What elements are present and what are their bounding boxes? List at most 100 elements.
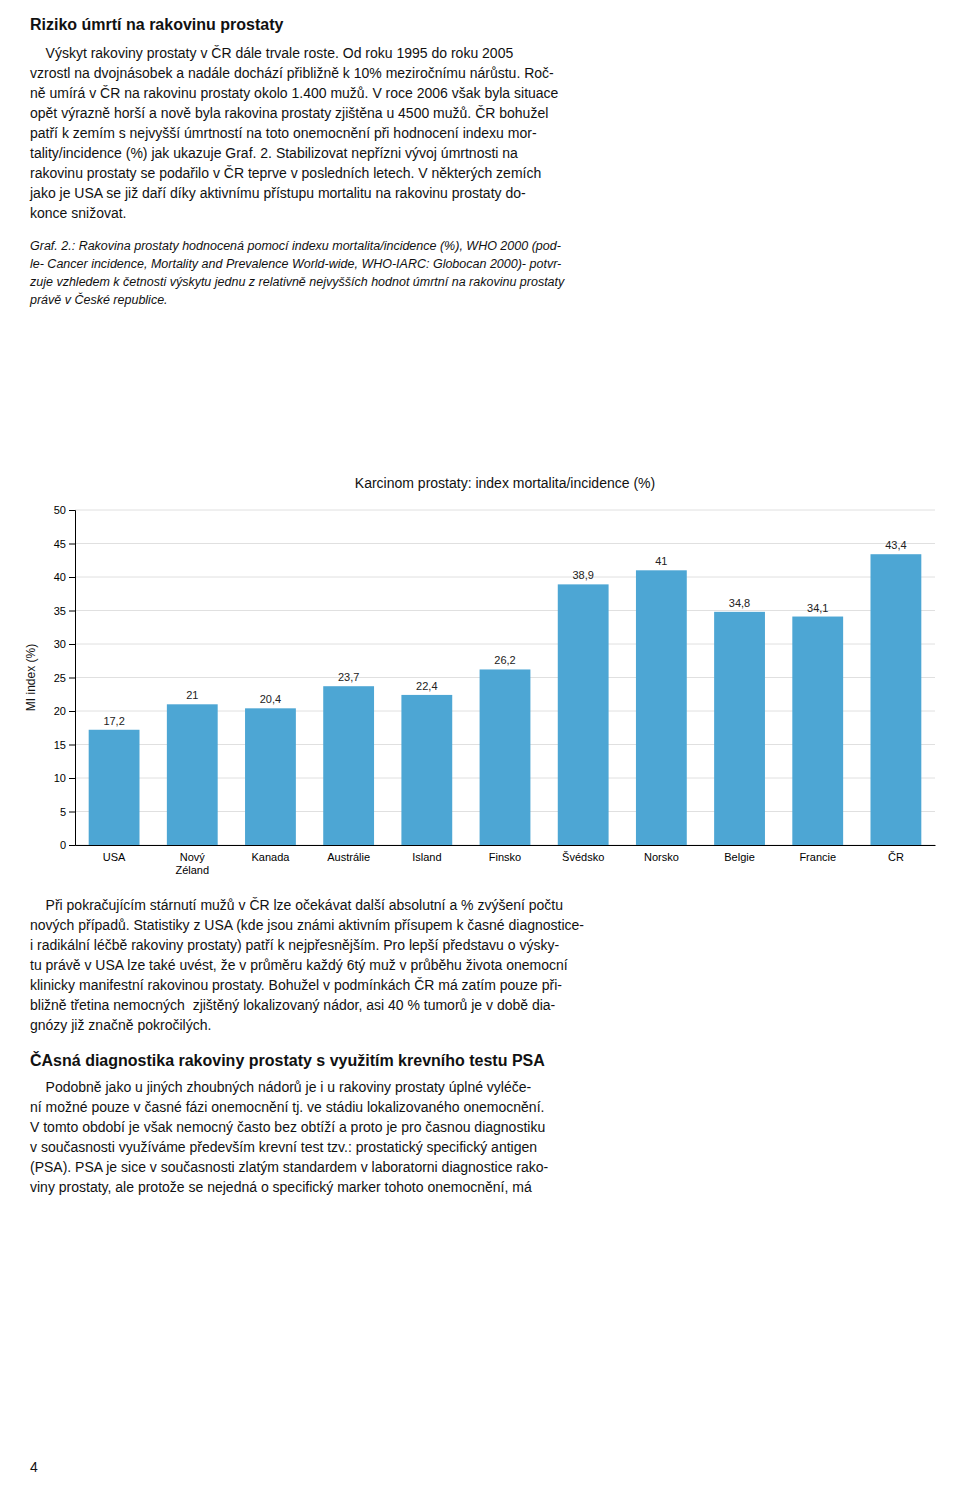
axis-line — [76, 845, 936, 846]
grid-line — [75, 543, 935, 544]
tick: 35 — [54, 605, 75, 617]
tick-mark — [69, 678, 75, 679]
tick-label: 0 — [60, 839, 66, 851]
tick-label-line: Belgie — [724, 851, 755, 863]
tick: USA — [103, 851, 126, 863]
tick-label: 20 — [54, 705, 66, 717]
tick-label: 5 — [60, 806, 66, 818]
tick-label: 40 — [54, 571, 66, 583]
tick-label: 35 — [54, 605, 66, 617]
body-text: rakovinu prostaty se podařilo v ČR teprv… — [30, 165, 541, 181]
tick: Finsko — [489, 851, 521, 863]
tick-label: 50 — [54, 504, 66, 516]
tick-label: Francie — [799, 851, 836, 863]
chart: 17,22120,423,722,426,238,94134,834,143,4… — [24, 475, 936, 876]
tick: Francie — [799, 851, 836, 863]
tick-label: Austrálie — [327, 851, 370, 863]
body-text: konce snižovat. — [30, 205, 127, 221]
body-text: Při pokračujícím stárnutí mužů v ČR lze … — [30, 897, 563, 913]
tick-label: 30 — [54, 638, 66, 650]
tick-label-line: Finsko — [489, 851, 521, 863]
tick: Kanada — [251, 851, 290, 863]
data-label: 41 — [655, 555, 667, 567]
tick: NovýZéland — [175, 851, 209, 876]
y-axis-title: MI index (%) — [24, 644, 38, 711]
tick-label-line: ČR — [888, 851, 904, 863]
tick-label: 15 — [54, 739, 66, 751]
body-text: vzrostl na dvojnásobek a nadále dochází … — [30, 65, 554, 81]
bar — [323, 686, 374, 845]
tick-label-line: Kanada — [251, 851, 290, 863]
tick: Austrálie — [327, 851, 370, 863]
tick-label-line: Francie — [799, 851, 836, 863]
tick: Švédsko — [562, 851, 604, 863]
data-label: 21 — [186, 689, 198, 701]
grid-line — [75, 510, 935, 511]
tick-mark — [69, 544, 75, 545]
tick-label-line: Norsko — [644, 851, 679, 863]
tick-label-line: USA — [103, 851, 126, 863]
caption: právě v České republice. — [29, 292, 168, 307]
grid — [75, 510, 935, 845]
body-text: ně umírá v ČR na rakovinu prostaty okolo… — [30, 85, 559, 101]
grid-line — [75, 577, 935, 578]
tick-mark — [69, 845, 75, 846]
tick-label: Švédsko — [562, 851, 604, 863]
bar — [480, 669, 531, 845]
page-number: 4 — [30, 1459, 38, 1475]
bar — [714, 612, 765, 845]
bar — [792, 617, 843, 845]
tick-mark — [69, 778, 75, 779]
chart-title: Karcinom prostaty: index mortalita/incid… — [355, 475, 655, 491]
body-text: nových případů. Statistiky z USA (kde js… — [30, 917, 584, 933]
tick: 15 — [54, 739, 75, 751]
tick: 50 — [54, 504, 75, 516]
data-label: 34,8 — [729, 597, 750, 609]
body-text: Podobně jako u jiných zhoubných nádorů j… — [30, 1079, 532, 1095]
tick-label-line: Zéland — [175, 864, 209, 876]
bar — [401, 695, 452, 845]
heading: ČAsná diagnostika rakoviny prostaty s vy… — [30, 1051, 545, 1069]
body-text: patří k zemím s nejvyšší úmrtností na to… — [30, 125, 537, 141]
tick: Norsko — [644, 851, 679, 863]
tick-label: 25 — [54, 672, 66, 684]
tick: ČR — [888, 851, 904, 863]
body-text: tality/incidence (%) jak ukazuje Graf. 2… — [30, 145, 518, 161]
tick: 30 — [54, 638, 75, 650]
tick-label-line: Švédsko — [562, 851, 604, 863]
tick: Belgie — [724, 851, 755, 863]
bar — [636, 570, 687, 845]
tick: 10 — [54, 772, 75, 784]
body-text: jako je USA se již daří díky aktivnímu p… — [29, 185, 526, 201]
body-text: tu právě v USA lze také uvést, že v prům… — [30, 957, 568, 973]
data-label: 17,2 — [103, 715, 124, 727]
tick-label: Kanada — [251, 851, 290, 863]
data-label: 20,4 — [260, 693, 281, 705]
bar — [245, 708, 296, 845]
tick-label-line: Austrálie — [327, 851, 370, 863]
data-label: 26,2 — [494, 654, 515, 666]
body-text: klinicky manifestní rakovinou prostaty. … — [30, 977, 562, 993]
body-text: viny prostaty, ale protože se nejedná o … — [30, 1179, 532, 1195]
data-labels: 17,22120,423,722,426,238,94134,834,143,4 — [103, 539, 906, 727]
tick-label-line: Island — [412, 851, 441, 863]
data-label: 34,1 — [807, 602, 828, 614]
body-text: opět výrazně horší a nově byla rakovina … — [30, 105, 548, 121]
data-label: 43,4 — [885, 539, 906, 551]
body-text: Výskyt rakoviny prostaty v ČR dále trval… — [30, 45, 513, 61]
tick: 0 — [60, 839, 75, 851]
caption: le- Cancer incidence, Mortality and Prev… — [30, 257, 561, 271]
x-axis: USA NovýZéland Kanada Austrálie Island Finsko… — [76, 846, 936, 877]
body-text: V tomto období je však nemocný často bez… — [30, 1119, 545, 1135]
heading: Riziko úmrtí na rakovinu prostaty — [30, 16, 283, 33]
body-text: i radikální léčbě rakoviny prostaty) pat… — [30, 937, 559, 953]
bar — [871, 554, 922, 845]
data-label: 22,4 — [416, 680, 437, 692]
tick: 5 — [60, 806, 75, 818]
tick-label: USA — [103, 851, 126, 863]
tick-label-line: Nový — [180, 851, 206, 863]
tick-mark — [69, 745, 75, 746]
body-text: (PSA). PSA je sice v současnosti zlatým … — [30, 1159, 549, 1175]
caption: zuje vzhledem k četnosti výskytu jednu z… — [29, 275, 565, 289]
tick-label: Norsko — [644, 851, 679, 863]
